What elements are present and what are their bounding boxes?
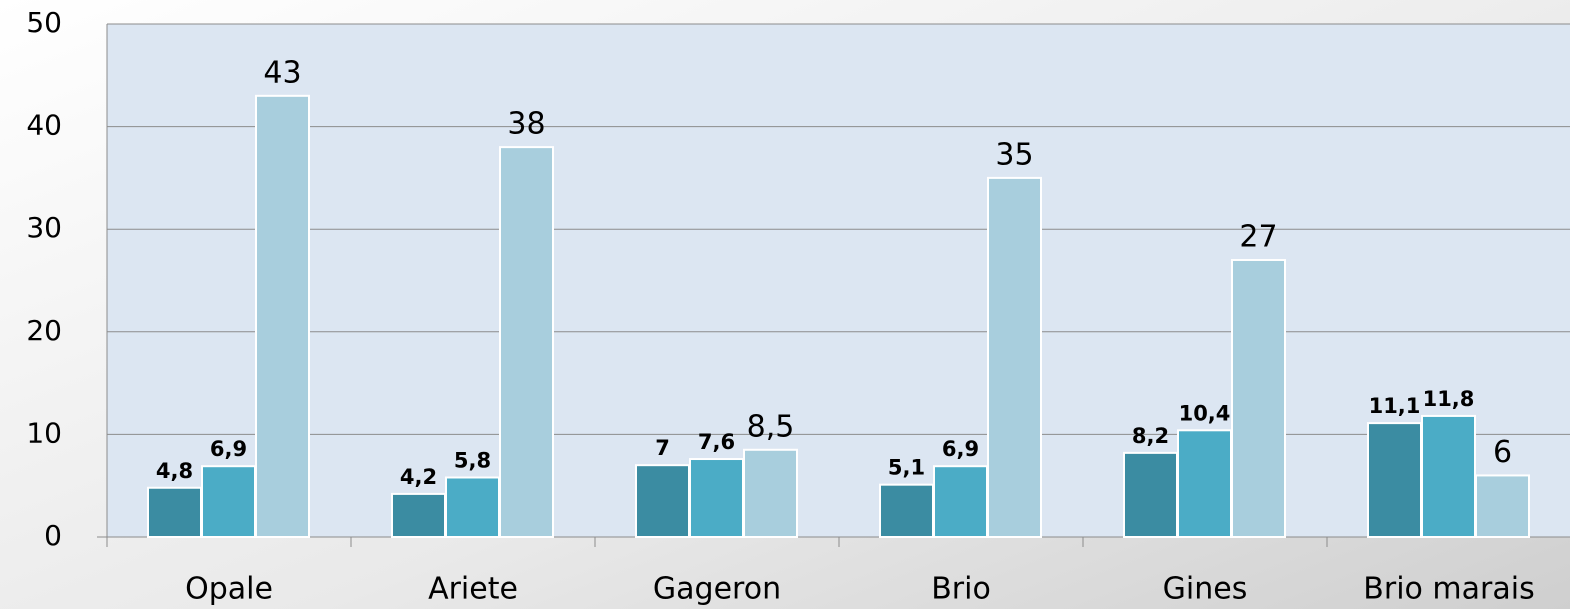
plot-area xyxy=(107,24,1570,537)
bar xyxy=(743,448,798,539)
value-label: 5,1 xyxy=(888,456,925,480)
value-label: 38 xyxy=(507,107,545,142)
bar xyxy=(1177,429,1232,538)
bar xyxy=(1367,422,1422,539)
bar xyxy=(147,486,202,539)
y-tick-label: 50 xyxy=(26,6,62,39)
x-tick-label: Gines xyxy=(1163,572,1248,607)
value-label: 6,9 xyxy=(210,437,247,461)
y-tick-label: 0 xyxy=(44,519,62,552)
bar xyxy=(635,464,690,538)
value-label: 8,5 xyxy=(747,409,795,444)
bar xyxy=(987,176,1042,538)
y-tick-label: 20 xyxy=(26,314,62,347)
value-label: 5,8 xyxy=(454,448,491,472)
value-label: 8,2 xyxy=(1132,424,1169,448)
value-label: 10,4 xyxy=(1179,401,1231,425)
value-label: 4,2 xyxy=(400,465,437,489)
bar xyxy=(1123,451,1178,539)
value-label: 35 xyxy=(995,137,1033,172)
bar xyxy=(1231,258,1286,538)
bar xyxy=(499,146,554,538)
x-tick-label: Opale xyxy=(185,572,273,607)
value-label: 27 xyxy=(1239,219,1277,254)
bar xyxy=(1421,414,1476,539)
value-label: 11,1 xyxy=(1369,394,1421,418)
y-tick-label: 30 xyxy=(26,211,62,244)
bar xyxy=(255,94,310,538)
value-label: 7,6 xyxy=(698,430,735,454)
value-label: 4,8 xyxy=(156,459,193,483)
bar xyxy=(445,476,500,539)
value-label: 43 xyxy=(263,55,301,90)
bar xyxy=(689,458,744,538)
value-label: 7 xyxy=(655,436,670,460)
bar xyxy=(933,465,988,538)
y-tick-label: 10 xyxy=(26,416,62,449)
value-label: 6,9 xyxy=(942,437,979,461)
x-tick-label: Brio xyxy=(931,572,991,607)
x-tick-label: Brio marais xyxy=(1363,572,1534,607)
bar xyxy=(879,483,934,539)
y-tick-label: 40 xyxy=(26,109,62,142)
x-tick-label: Gageron xyxy=(653,572,781,607)
value-label: 11,8 xyxy=(1423,387,1475,411)
bar xyxy=(1475,474,1530,539)
bar xyxy=(391,492,446,538)
bar xyxy=(201,465,256,538)
value-label: 6 xyxy=(1493,435,1512,470)
x-tick-label: Ariete xyxy=(428,572,518,607)
